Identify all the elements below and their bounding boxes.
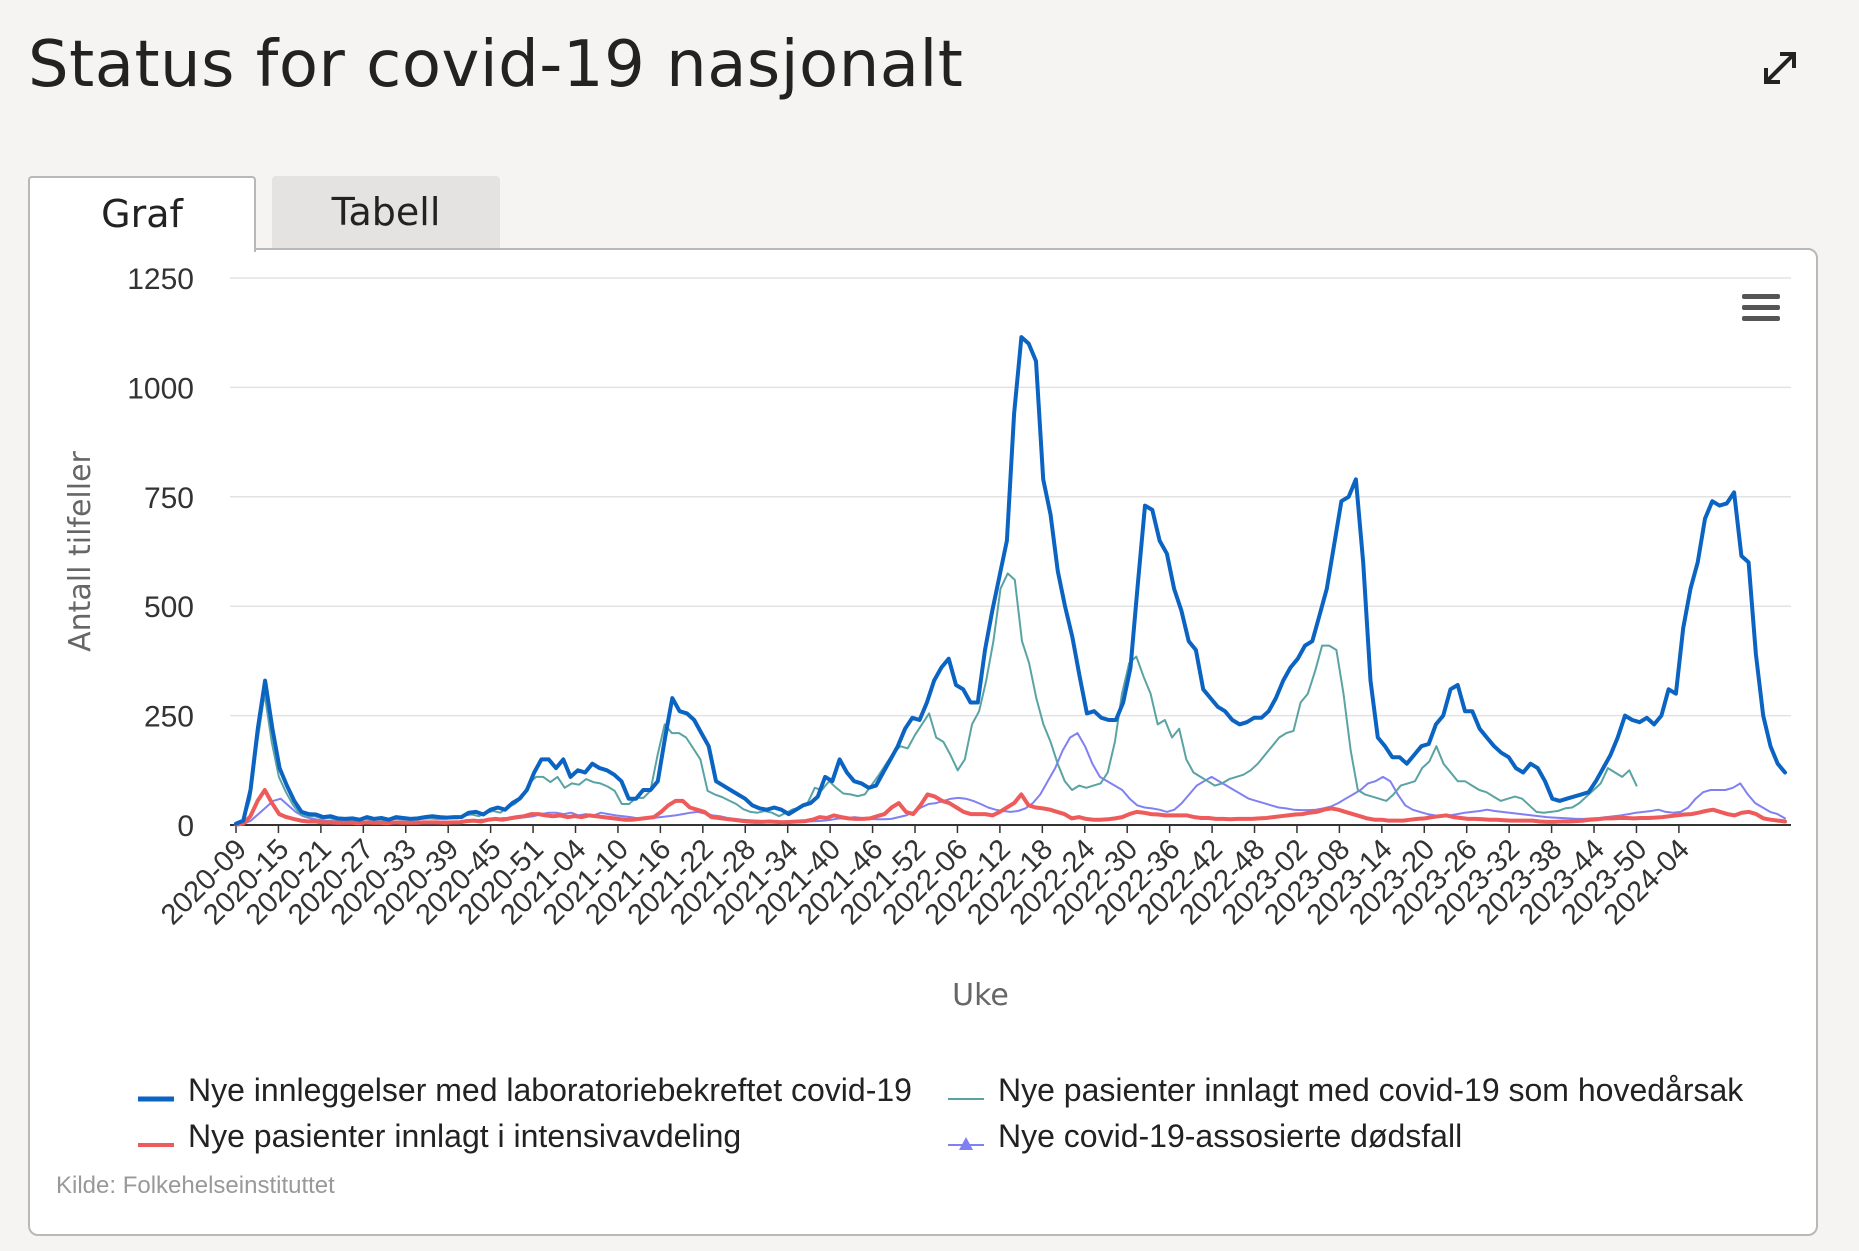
- legend-swatch: [138, 1080, 174, 1102]
- x-axis-title: Uke: [952, 978, 1009, 1013]
- y-tick-label: 1000: [127, 372, 194, 405]
- y-tick-label: 500: [144, 591, 194, 624]
- series-line-1: [235, 572, 1638, 826]
- tab-tabell[interactable]: Tabell: [272, 176, 500, 248]
- legend-item-dodsfall[interactable]: Nye covid-19-assosierte dødsfall: [948, 1114, 1462, 1158]
- legend-label: Nye covid-19-assosierte dødsfall: [998, 1117, 1463, 1154]
- legend-label: Nye innleggelser med laboratoriebekrefte…: [188, 1071, 912, 1108]
- legend-swatch: [138, 1126, 174, 1147]
- legend-swatch: [948, 1080, 984, 1100]
- y-tick-label: 0: [177, 810, 194, 843]
- page-title: Status for covid-19 nasjonalt: [28, 28, 964, 102]
- y-tick-label: 1250: [127, 263, 194, 296]
- legend-item-innleggelser[interactable]: Nye innleggelser med laboratoriebekrefte…: [138, 1068, 912, 1112]
- source-credit: Kilde: Folkehelseinstituttet: [56, 1172, 335, 1199]
- y-axis-title: Antall tilfeller: [63, 450, 98, 651]
- chart-panel: [28, 248, 1818, 1236]
- y-tick-label: 750: [144, 482, 194, 515]
- y-tick-label: 250: [144, 701, 194, 734]
- series-line-0: [234, 335, 1787, 826]
- legend-label: Nye pasienter innlagt i intensivavdeling: [188, 1117, 742, 1154]
- tab-graf[interactable]: Graf: [28, 176, 256, 252]
- series-line-2: [234, 788, 1787, 827]
- hamburger-menu-icon[interactable]: [1736, 290, 1786, 330]
- expand-icon[interactable]: [1752, 40, 1808, 96]
- legend-label: Nye pasienter innlagt med covid-19 som h…: [998, 1071, 1744, 1108]
- legend-swatch: [948, 1126, 984, 1150]
- legend-item-hovedarsak[interactable]: Nye pasienter innlagt med covid-19 som h…: [948, 1068, 1743, 1112]
- legend-item-intensiv[interactable]: Nye pasienter innlagt i intensivavdeling: [138, 1114, 741, 1158]
